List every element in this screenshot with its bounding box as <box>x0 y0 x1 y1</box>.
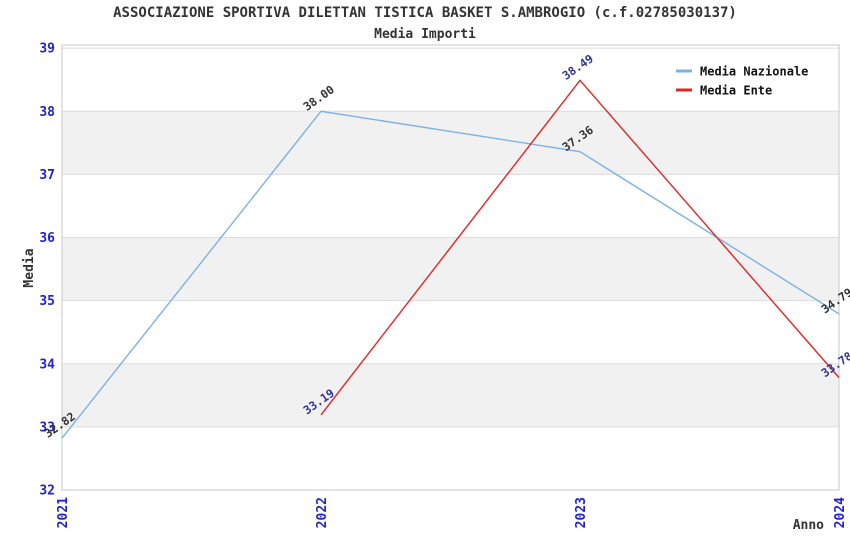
y-tick-label: 39 <box>39 42 55 57</box>
plot-band <box>62 363 839 427</box>
plot-band <box>62 111 839 175</box>
y-tick-label: 34 <box>39 357 55 372</box>
x-tick-label: 2022 <box>315 497 330 528</box>
y-tick-label: 35 <box>39 294 55 309</box>
x-tick-label: 2024 <box>833 497 848 528</box>
y-tick-label: 33 <box>39 420 55 435</box>
x-tick-label: 2023 <box>574 497 589 528</box>
y-tick-label: 37 <box>39 168 55 183</box>
series-line-media-ente <box>320 79 840 416</box>
series-line-media-nazionale <box>61 110 840 439</box>
legend-label-media-nazionale: Media Nazionale <box>700 65 808 79</box>
y-tick-label: 32 <box>39 484 55 499</box>
chart-title: ASSOCIAZIONE SPORTIVA DILETTAN TISTICA B… <box>113 5 737 21</box>
y-tick-label: 38 <box>39 105 55 120</box>
y-axis-title: Media <box>22 248 37 287</box>
plot-border <box>61 44 840 491</box>
x-axis-title: Anno <box>793 518 824 533</box>
legend-label-media-ente: Media Ente <box>700 84 772 98</box>
y-tick-label: 36 <box>39 231 55 246</box>
chart-subtitle: Media Importi <box>374 27 476 42</box>
x-tick-label: 2021 <box>56 497 71 528</box>
